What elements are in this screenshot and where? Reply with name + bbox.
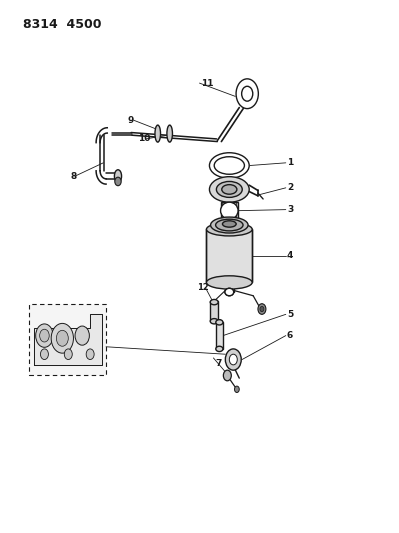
- Circle shape: [232, 228, 235, 232]
- Text: 2: 2: [287, 183, 293, 192]
- Ellipse shape: [210, 319, 218, 324]
- Circle shape: [260, 306, 264, 312]
- Text: 3: 3: [287, 205, 293, 214]
- Circle shape: [242, 86, 253, 101]
- Ellipse shape: [216, 346, 223, 352]
- Ellipse shape: [155, 125, 160, 142]
- Circle shape: [40, 329, 49, 342]
- Circle shape: [40, 349, 48, 360]
- Ellipse shape: [209, 176, 249, 202]
- Circle shape: [235, 386, 239, 392]
- Ellipse shape: [210, 300, 218, 305]
- Text: 10: 10: [138, 134, 150, 143]
- Circle shape: [219, 223, 222, 227]
- Circle shape: [258, 304, 266, 314]
- Ellipse shape: [215, 219, 243, 231]
- Circle shape: [237, 223, 240, 227]
- Ellipse shape: [206, 276, 252, 289]
- Circle shape: [223, 370, 231, 381]
- Ellipse shape: [223, 221, 236, 227]
- Ellipse shape: [225, 288, 234, 296]
- Ellipse shape: [211, 217, 248, 233]
- Text: 8: 8: [70, 172, 77, 181]
- Ellipse shape: [209, 153, 249, 178]
- Text: 7: 7: [215, 359, 222, 368]
- Bar: [28, 304, 106, 375]
- Text: 5: 5: [287, 310, 293, 319]
- Circle shape: [86, 349, 94, 360]
- Circle shape: [236, 79, 258, 109]
- Ellipse shape: [222, 184, 237, 194]
- Bar: [221, 202, 238, 219]
- Circle shape: [225, 349, 241, 370]
- Ellipse shape: [225, 288, 234, 296]
- Circle shape: [64, 349, 72, 360]
- Bar: [216, 322, 223, 349]
- Circle shape: [232, 219, 235, 223]
- Text: 11: 11: [201, 78, 214, 87]
- Ellipse shape: [216, 181, 242, 197]
- Text: 8314  4500: 8314 4500: [23, 18, 101, 31]
- Text: 4: 4: [287, 252, 293, 260]
- Ellipse shape: [115, 169, 122, 182]
- Text: 1: 1: [287, 158, 293, 167]
- Text: 9: 9: [128, 116, 134, 125]
- Polygon shape: [34, 314, 102, 365]
- Circle shape: [229, 354, 237, 365]
- Circle shape: [75, 326, 89, 345]
- Circle shape: [56, 330, 68, 346]
- Ellipse shape: [206, 223, 252, 236]
- Circle shape: [51, 324, 73, 353]
- Bar: [210, 301, 218, 321]
- Text: 6: 6: [287, 331, 293, 340]
- Ellipse shape: [216, 320, 223, 325]
- Circle shape: [223, 228, 227, 232]
- Circle shape: [115, 177, 121, 185]
- Text: 12: 12: [198, 283, 209, 292]
- Circle shape: [36, 324, 53, 348]
- Ellipse shape: [221, 202, 238, 219]
- Ellipse shape: [214, 157, 245, 174]
- Circle shape: [223, 219, 227, 223]
- Ellipse shape: [167, 125, 172, 142]
- Bar: [206, 229, 252, 282]
